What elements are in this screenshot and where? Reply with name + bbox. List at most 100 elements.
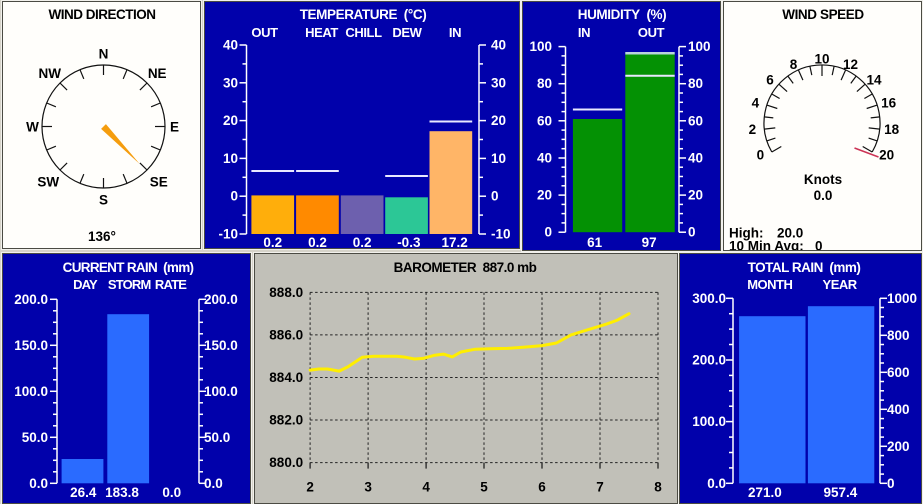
svg-text:800: 800 [887,328,910,343]
svg-text:60: 60 [688,113,703,128]
svg-text:-10: -10 [491,227,511,242]
svg-text:CURRENT RAIN (mm): CURRENT RAIN (mm) [63,260,194,275]
svg-text:4: 4 [422,480,430,495]
svg-text:OUT: OUT [251,25,278,40]
svg-text:600: 600 [887,365,910,380]
svg-text:0.2: 0.2 [353,235,372,248]
svg-text:30: 30 [223,75,238,90]
svg-text:3: 3 [364,480,372,495]
svg-text:Knots: Knots [804,172,842,187]
svg-text:150.0: 150.0 [204,338,238,353]
svg-text:12: 12 [843,57,858,72]
svg-text:N: N [99,47,109,62]
svg-text:50.0: 50.0 [22,430,48,445]
svg-text:2: 2 [749,122,757,137]
svg-text:0.2: 0.2 [263,235,282,248]
svg-text:18: 18 [884,122,900,137]
svg-text:0: 0 [230,189,238,204]
svg-text:2: 2 [306,480,314,495]
svg-text:5: 5 [480,480,488,495]
svg-text:100: 100 [688,39,711,54]
svg-text:0.2: 0.2 [308,235,327,248]
svg-text:NE: NE [148,66,167,81]
svg-text:30: 30 [491,75,506,90]
svg-text:NW: NW [39,66,62,81]
svg-text:97: 97 [642,235,657,250]
svg-text:271.0: 271.0 [748,485,782,500]
svg-text:888.0: 888.0 [269,285,303,300]
svg-text:10: 10 [491,151,506,166]
svg-text:40: 40 [223,38,238,53]
svg-text:S: S [99,193,108,208]
svg-text:886.0: 886.0 [269,327,303,342]
svg-text:100.0: 100.0 [692,414,726,429]
svg-text:200.0: 200.0 [204,292,238,307]
svg-text:0.0: 0.0 [162,485,181,500]
svg-text:100.0: 100.0 [14,384,48,399]
svg-text:17.2: 17.2 [442,235,468,248]
svg-text:80: 80 [537,76,552,91]
svg-text:SE: SE [150,175,168,190]
svg-text:TOTAL RAIN (mm): TOTAL RAIN (mm) [748,260,861,275]
svg-text:20: 20 [537,188,552,203]
svg-text:YEAR: YEAR [823,277,858,292]
svg-text:6: 6 [766,73,774,88]
svg-text:300.0: 300.0 [692,291,726,306]
svg-text:100: 100 [529,39,552,54]
svg-text:0.0: 0.0 [204,476,223,491]
svg-text:TEMPERATURE (°C): TEMPERATURE (°C) [300,7,427,22]
svg-text:0: 0 [815,239,823,251]
svg-text:150.0: 150.0 [14,338,48,353]
svg-text:20: 20 [879,148,894,163]
svg-text:880.0: 880.0 [269,455,303,470]
svg-text:40: 40 [537,151,552,166]
svg-text:884.0: 884.0 [269,370,303,385]
svg-text:957.4: 957.4 [824,485,858,500]
svg-text:10 Min Avg:: 10 Min Avg: [729,239,804,251]
svg-text:RATE: RATE [155,277,187,292]
svg-text:20: 20 [688,188,703,203]
svg-text:8: 8 [790,57,798,72]
svg-text:8: 8 [654,480,662,495]
svg-text:61: 61 [587,235,603,250]
svg-text:0: 0 [757,148,765,163]
svg-text:183.8: 183.8 [105,485,139,500]
svg-text:DEW: DEW [392,25,422,40]
svg-text:136°: 136° [88,229,116,244]
svg-text:100.0: 100.0 [204,384,238,399]
svg-text:40: 40 [491,38,506,53]
svg-text:0.0: 0.0 [707,476,726,491]
svg-text:WIND DIRECTION: WIND DIRECTION [49,7,156,22]
svg-text:W: W [26,120,39,135]
svg-text:STORM: STORM [108,277,151,292]
svg-text:10: 10 [814,52,829,67]
svg-text:HEAT: HEAT [305,25,338,40]
svg-text:200: 200 [887,439,910,454]
svg-text:7: 7 [596,480,604,495]
svg-text:6: 6 [538,480,546,495]
svg-text:26.4: 26.4 [70,485,97,500]
svg-text:WIND SPEED: WIND SPEED [782,7,864,22]
svg-text:200.0: 200.0 [14,292,48,307]
svg-text:200.0: 200.0 [692,353,726,368]
svg-text:4: 4 [752,96,760,111]
svg-text:0: 0 [688,225,696,240]
svg-text:1000: 1000 [887,291,917,306]
svg-text:0.0: 0.0 [29,476,48,491]
svg-text:80: 80 [688,76,703,91]
svg-text:-0.3: -0.3 [397,235,421,248]
svg-text:0: 0 [544,225,552,240]
svg-text:40: 40 [688,151,703,166]
svg-text:20.0: 20.0 [777,226,803,241]
svg-text:DAY: DAY [73,277,98,292]
svg-text:OUT: OUT [638,25,665,40]
svg-text:16: 16 [881,96,897,111]
svg-text:882.0: 882.0 [269,413,303,428]
svg-text:IN: IN [578,25,590,40]
svg-text:IN: IN [449,25,461,40]
svg-text:CHILL: CHILL [345,25,382,40]
svg-text:MONTH: MONTH [747,277,792,292]
svg-text:14: 14 [866,73,882,88]
svg-text:BAROMETER 887.0 mb: BAROMETER 887.0 mb [394,260,537,275]
svg-text:0: 0 [887,476,895,491]
